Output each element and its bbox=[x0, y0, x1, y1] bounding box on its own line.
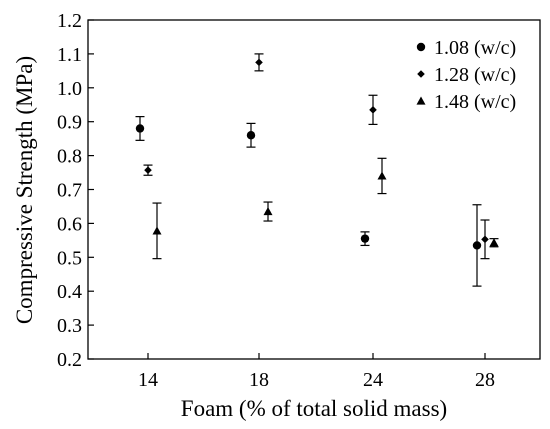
data-point bbox=[144, 166, 152, 174]
data-point bbox=[135, 124, 145, 133]
legend-label: 1.48 (w/c) bbox=[434, 91, 516, 113]
data-point bbox=[369, 106, 377, 114]
legend-marker bbox=[416, 96, 426, 105]
y-tick-label: 0.6 bbox=[57, 213, 82, 235]
y-tick-label: 0.2 bbox=[57, 349, 82, 371]
data-point bbox=[263, 207, 273, 216]
series-2 bbox=[143, 53, 490, 260]
data-point bbox=[360, 234, 370, 243]
y-axis-ticks: 0.2 0.3 0.4 0.5 0.6 0.7 0.8 0.9 1.0 1.1 1.2 bbox=[57, 10, 94, 371]
data-point bbox=[255, 58, 263, 67]
y-tick-label: 0.7 bbox=[57, 180, 82, 202]
x-tick-label: 24 bbox=[363, 369, 383, 391]
y-tick-label: 1.0 bbox=[57, 78, 82, 100]
data-point bbox=[481, 235, 489, 244]
x-tick-label: 18 bbox=[249, 369, 269, 391]
series-3 bbox=[152, 157, 499, 260]
legend-marker bbox=[416, 42, 426, 52]
x-axis-label: Foam (% of total solid mass) bbox=[181, 396, 447, 421]
legend-marker bbox=[417, 70, 425, 78]
y-tick-label: 0.3 bbox=[57, 315, 82, 337]
y-axis-label: Compressive Strength (MPa) bbox=[12, 56, 37, 324]
data-point bbox=[472, 241, 482, 250]
y-tick-label: 1.2 bbox=[57, 10, 82, 32]
legend-label: 1.08 (w/c) bbox=[434, 37, 516, 59]
data-point bbox=[246, 131, 256, 140]
series-1 bbox=[135, 116, 482, 287]
data-point bbox=[489, 238, 499, 247]
data-point bbox=[377, 171, 387, 180]
data-marks bbox=[135, 53, 499, 287]
data-point bbox=[152, 226, 162, 235]
x-axis-ticks: 14 18 24 28 bbox=[138, 353, 495, 391]
y-tick-label: 0.4 bbox=[57, 281, 82, 303]
legend-label: 1.28 (w/c) bbox=[434, 64, 516, 86]
y-tick-label: 1.1 bbox=[57, 44, 82, 66]
y-tick-label: 0.9 bbox=[57, 112, 82, 134]
x-tick-label: 14 bbox=[138, 369, 158, 391]
y-tick-label: 0.5 bbox=[57, 247, 82, 269]
y-tick-label: 0.8 bbox=[57, 146, 82, 168]
legend: 1.08 (w/c) 1.28 (w/c) 1.48 (w/c) bbox=[416, 37, 516, 113]
x-tick-label: 28 bbox=[475, 369, 495, 391]
